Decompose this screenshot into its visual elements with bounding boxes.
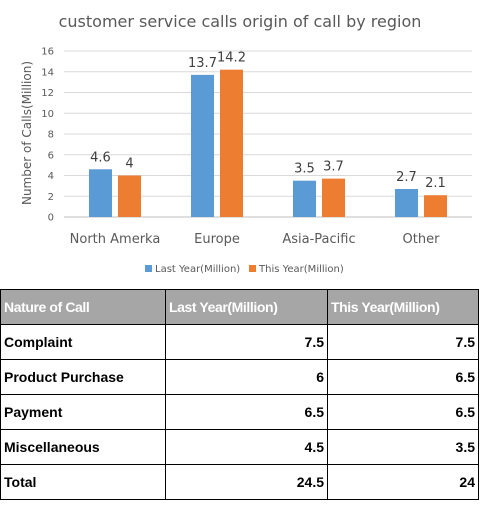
y-axis-ticks: 0 2 4 6 8 10 12 14 16: [41, 47, 54, 224]
data-label: 3.7: [323, 160, 344, 175]
bar: [220, 69, 243, 217]
row-label: Product Purchase: [0, 359, 166, 395]
this-year-value: 3.5: [327, 429, 479, 465]
legend-label: This Year(Million): [258, 264, 344, 275]
calls-table: Nature of Call Last Year(Million) This Y…: [0, 289, 479, 500]
table-row: Complaint 7.5 7.5: [0, 324, 479, 360]
data-labels: 4.6 4 13.7 14.2 3.5 3.7 2.7 2.1: [90, 51, 446, 192]
last-year-value: 6: [165, 359, 328, 395]
bar: [293, 180, 316, 217]
table-row: Miscellaneous 4.5 3.5: [0, 429, 479, 465]
bar: [322, 178, 345, 217]
bar: [118, 175, 141, 217]
chart-title: customer service calls origin of call by…: [59, 12, 422, 31]
bars: [89, 69, 447, 217]
this-year-value: 24: [327, 464, 479, 500]
bar-chart: customer service calls origin of call by…: [20, 12, 472, 275]
legend-swatch: [145, 265, 152, 272]
data-label: 13.7: [188, 56, 217, 71]
y-tick-label: 10: [41, 109, 54, 120]
category-label: Other: [403, 232, 441, 247]
header-last-year: Last Year(Million): [165, 289, 328, 325]
category-label: North Amerka: [70, 232, 161, 247]
row-label: Complaint: [0, 324, 166, 360]
legend-swatch: [249, 265, 256, 272]
data-label: 2.7: [396, 170, 417, 185]
last-year-value: 6.5: [165, 394, 328, 430]
legend: Last Year(Million) This Year(Million): [145, 264, 344, 275]
last-year-value: 7.5: [165, 324, 328, 360]
row-label: Payment: [0, 394, 166, 430]
this-year-value: 7.5: [327, 324, 479, 360]
data-label: 2.1: [425, 176, 446, 191]
data-label: 4: [125, 157, 133, 172]
row-label: Miscellaneous: [0, 429, 166, 465]
bar: [89, 169, 112, 217]
row-label: Total: [0, 464, 166, 500]
table-row: Payment 6.5 6.5: [0, 394, 479, 430]
y-tick-label: 16: [41, 47, 54, 58]
this-year-value: 6.5: [327, 394, 479, 430]
data-label: 14.2: [217, 51, 246, 66]
category-label: Asia-Pacific: [282, 232, 355, 247]
y-tick-label: 12: [41, 88, 54, 99]
header-this-year: This Year(Million): [327, 289, 479, 325]
y-tick-label: 14: [41, 67, 54, 78]
last-year-value: 24.5: [165, 464, 328, 500]
y-tick-label: 8: [48, 130, 54, 141]
table-header-row: Nature of Call Last Year(Million) This Y…: [0, 289, 479, 325]
y-tick-label: 2: [48, 192, 54, 203]
y-tick-label: 0: [48, 213, 54, 224]
legend-label: Last Year(Million): [155, 264, 240, 275]
x-axis-categories: North Amerka Europe Asia-Pacific Other: [70, 232, 440, 247]
bar: [191, 74, 214, 217]
data-label: 3.5: [294, 162, 315, 177]
bar: [424, 195, 447, 217]
bar: [395, 188, 418, 217]
table-row-total: Total 24.5 24: [0, 464, 479, 500]
y-tick-label: 6: [48, 150, 54, 161]
this-year-value: 6.5: [327, 359, 479, 395]
last-year-value: 4.5: [165, 429, 328, 465]
y-axis-label: Number of Calls(Million): [20, 61, 34, 205]
header-nature-of-call: Nature of Call: [0, 289, 166, 325]
y-tick-label: 4: [48, 171, 54, 182]
category-label: Europe: [194, 232, 240, 247]
data-label: 4.6: [90, 150, 111, 165]
table-row: Product Purchase 6 6.5: [0, 359, 479, 395]
